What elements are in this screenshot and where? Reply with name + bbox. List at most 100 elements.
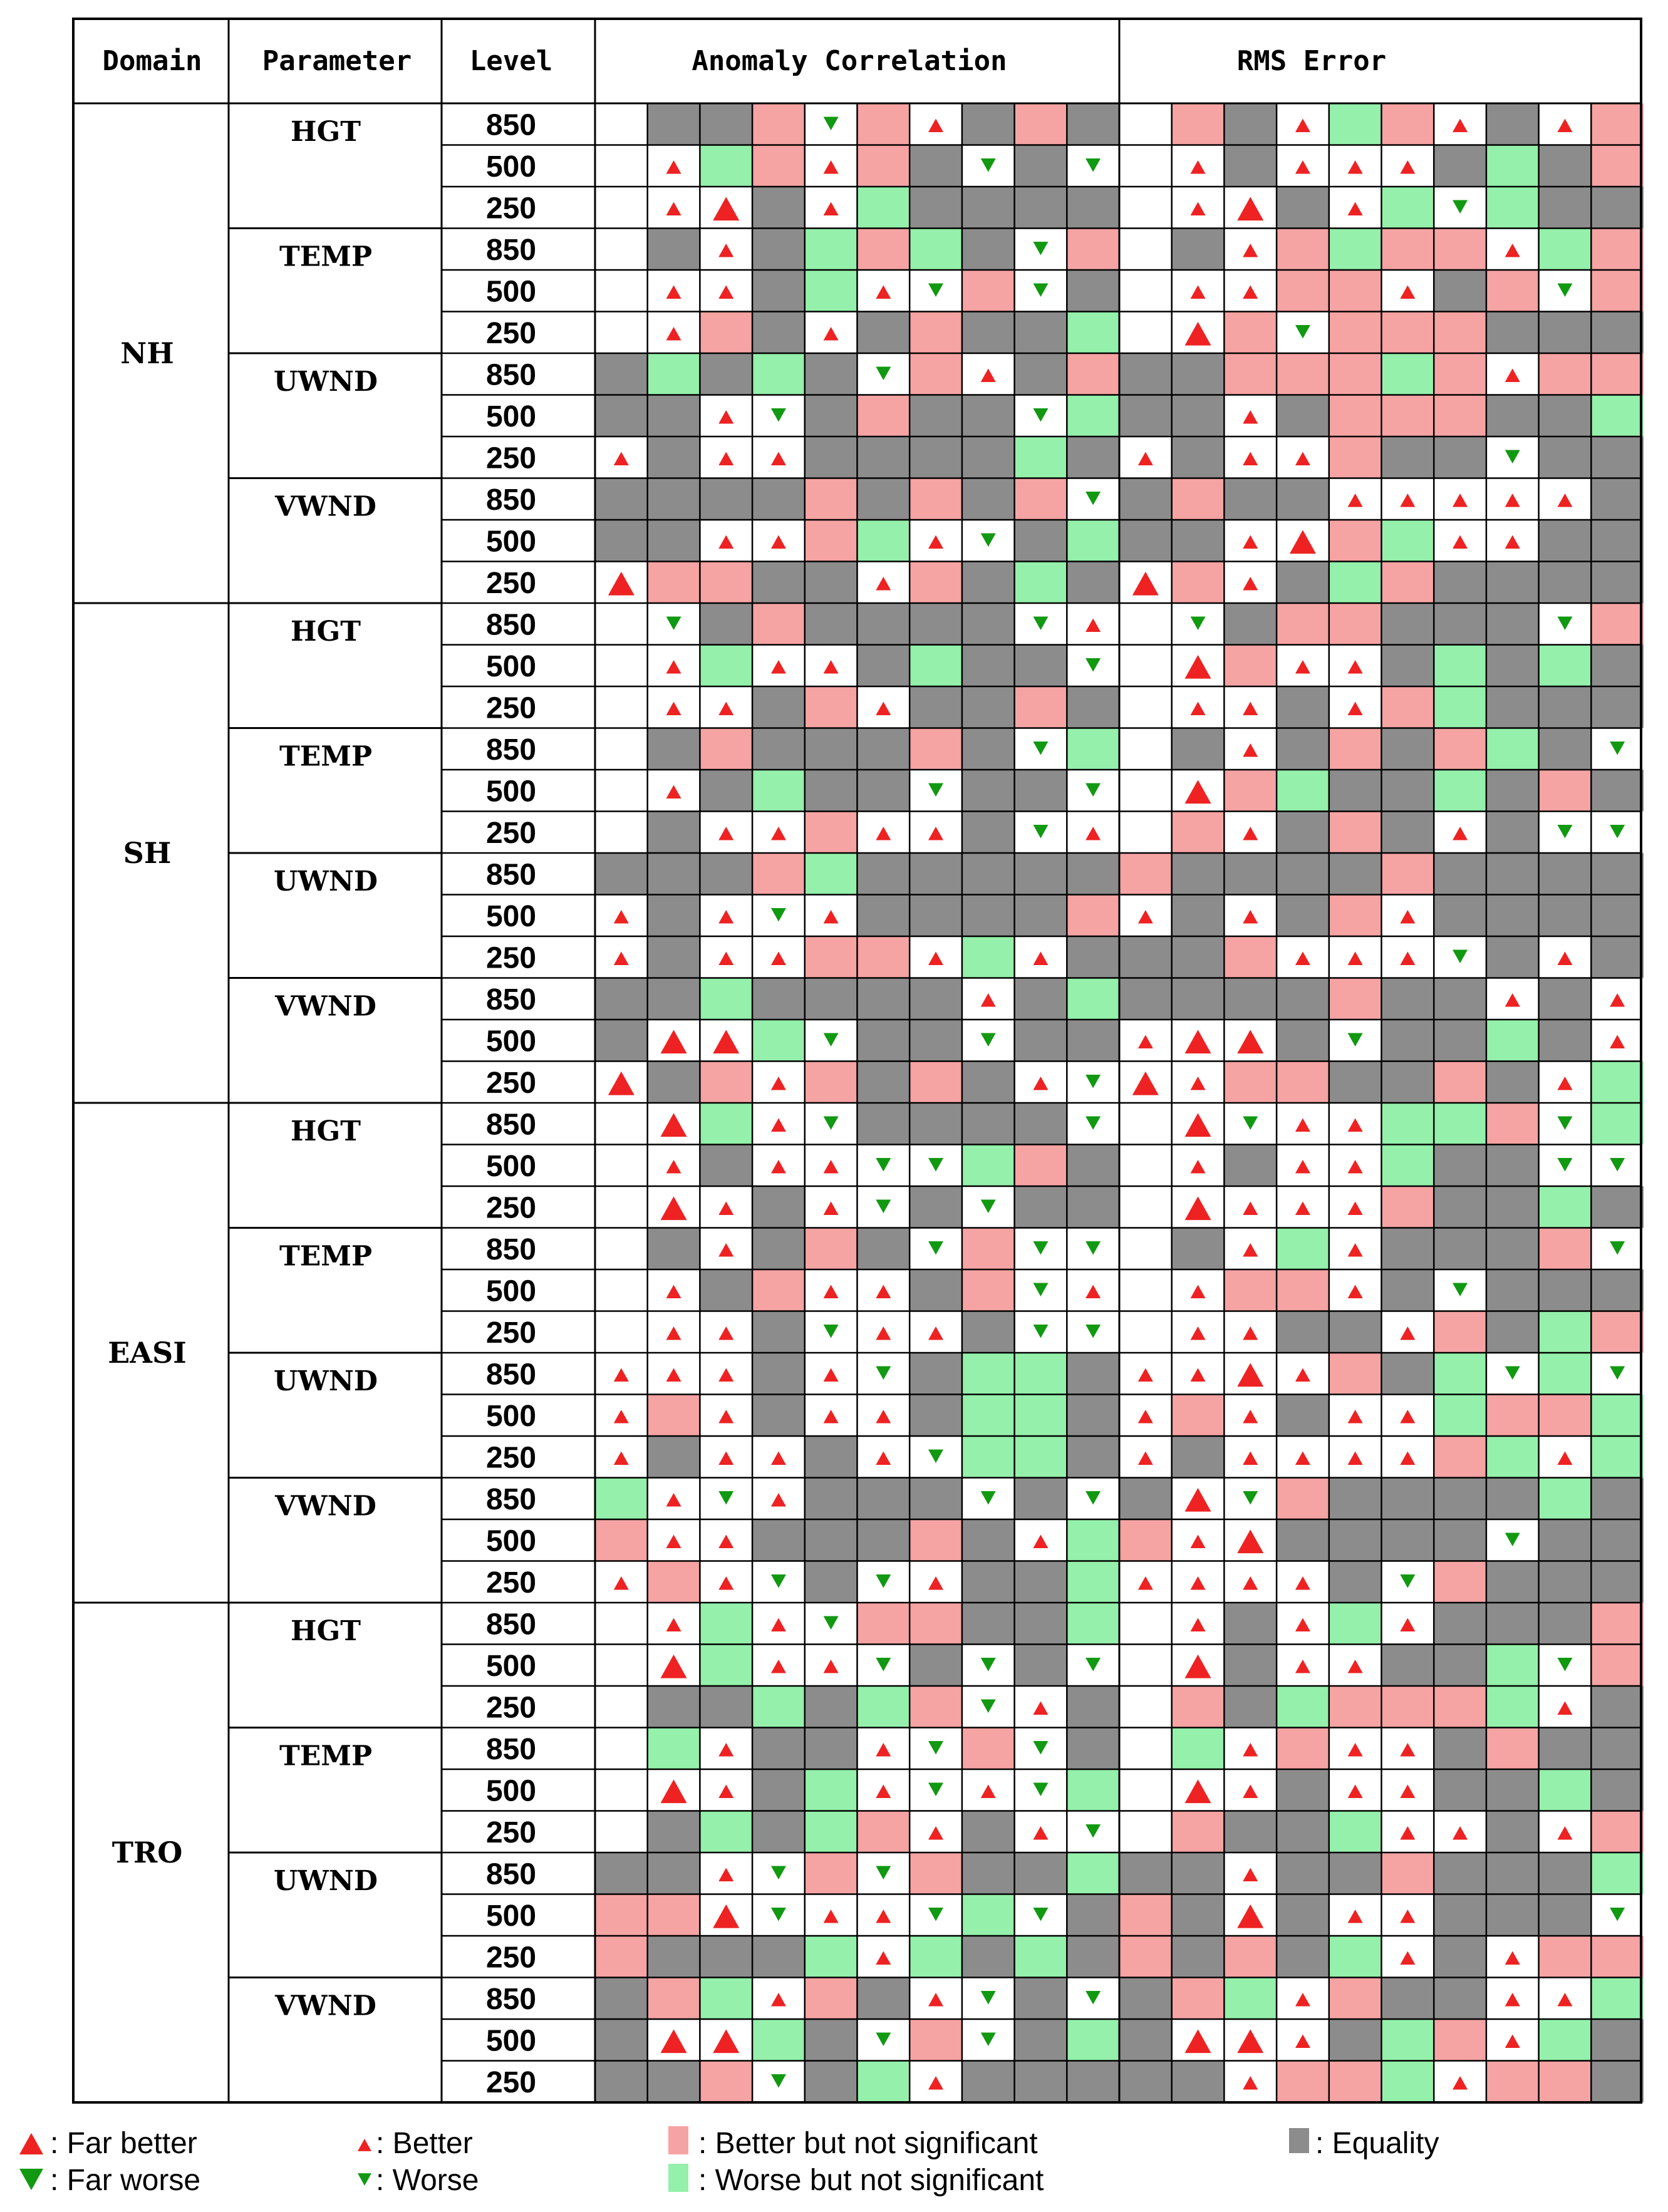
score-cell [1171,936,1225,978]
score-cell [1014,1436,1067,1478]
better-nonsig-swatch [668,2126,688,2154]
score-cell [1329,1561,1382,1603]
score-cell [1171,2060,1225,2102]
better-marker [770,659,786,674]
score-cell [647,728,700,770]
score-cell [1329,1686,1382,1728]
score-cell [1538,1227,1592,1269]
score-cell [1381,1853,1434,1894]
level-label: 500 [486,275,536,308]
worse-marker [1033,283,1049,297]
legend-label-better: : Better [376,2127,473,2160]
far-better-marker [608,571,635,596]
score-cell [909,187,962,229]
score-cell [804,728,857,770]
worse-marker [1085,1990,1101,2005]
better-marker [1295,118,1310,133]
score-cell [1381,561,1434,603]
domain-label: EASI [108,1336,187,1370]
far-better-marker [1184,1654,1211,1678]
score-cell [909,1269,962,1311]
score-cell [909,644,962,686]
better-marker [876,1451,891,1465]
score-cell [1538,1603,1592,1645]
score-cell [1486,1269,1539,1311]
score-cell [595,395,648,437]
score-cell [1067,894,1119,936]
better-marker [613,1368,629,1382]
table-border [72,18,1642,2104]
score-cell [804,1436,857,1478]
score-cell [1277,561,1329,603]
parameter-label: UWND [274,1865,378,1897]
score-cell [752,1686,805,1728]
score-cell [752,1269,805,1311]
better-marker [718,285,734,299]
score-cell [1591,1394,1644,1436]
worse-marker [1610,824,1625,839]
worse-marker [770,1574,786,1588]
score-cell [1434,1853,1486,1894]
score-cell [961,228,1015,270]
score-cell [595,1186,648,1228]
score-cell [1014,644,1067,686]
score-cell [1119,936,1172,978]
score-cell [1224,1936,1277,1978]
score-cell [595,1144,648,1186]
better-marker [876,701,891,716]
score-cell [752,1227,805,1269]
score-cell [804,936,857,978]
better-marker [1190,160,1206,174]
score-cell [1434,1603,1486,1645]
score-cell [1591,1977,1644,2019]
score-cell [1538,1186,1592,1228]
score-cell [857,894,910,936]
worse-marker [1505,1366,1520,1380]
worse-marker [980,2032,996,2047]
score-cell [857,1020,910,1062]
worse-marker [1610,1241,1625,1255]
far-better-marker [1237,1904,1264,1928]
score-cell [1224,1686,1277,1728]
level-label: 250 [486,691,536,725]
better-marker [1243,452,1258,466]
score-cell [647,478,700,520]
score-cell [1591,936,1644,978]
better-marker [1557,1076,1573,1090]
score-cell [1067,1936,1119,1978]
row-labels: 850 500 250 HGT 850 500 250 TEMP 850 500 250 UWND 85… [108,108,536,2099]
score-cell [752,187,805,229]
better-marker [1610,1035,1625,1049]
score-cell [1277,1227,1329,1269]
score-cell [1381,187,1434,229]
score-cell [1014,1103,1067,1145]
score-cell [1119,2060,1172,2102]
score-cell [1171,437,1225,478]
score-cell [961,1519,1015,1561]
score-cell [961,270,1015,312]
score-cell [1486,686,1539,728]
score-cell [1119,1936,1172,1978]
worse-marker [1557,1657,1573,1672]
score-cell [752,270,805,312]
score-cell [1486,1311,1539,1353]
score-cell [1067,1020,1119,1062]
worse-marker [770,2074,786,2088]
worse-marker [980,1199,996,1214]
score-cell [857,978,910,1020]
score-cell [1277,811,1329,853]
score-cell [1538,1311,1592,1353]
better-marker [666,1534,681,1549]
better-marker [1557,1826,1573,1840]
score-cell [1329,103,1382,145]
worse-marker [876,2032,891,2047]
score-cell [1591,395,1644,437]
better-marker [1243,1451,1258,1465]
better-marker [1137,1576,1153,1590]
score-cell [1434,1353,1486,1395]
score-cell [1119,644,1172,686]
score-cell [1434,1227,1486,1269]
score-cell [961,187,1015,229]
score-cell [700,1603,753,1645]
parameter-label: TEMP [279,240,372,272]
